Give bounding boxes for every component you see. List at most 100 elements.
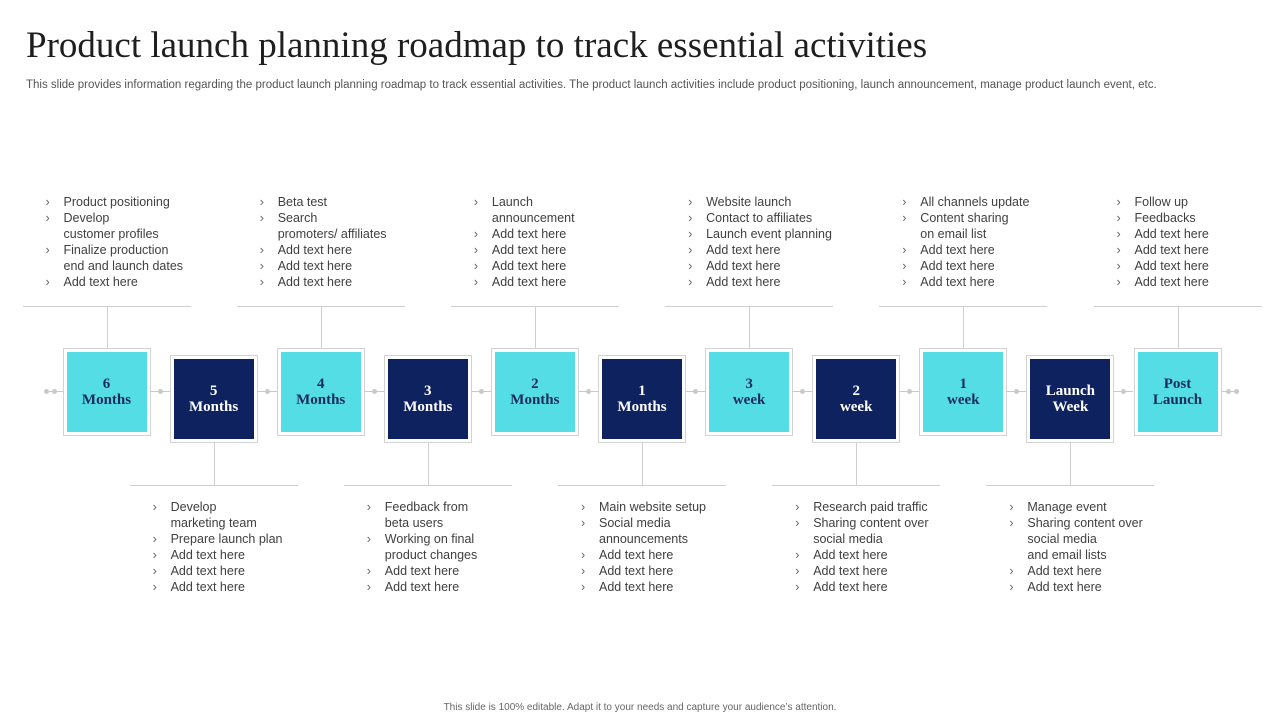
activity-list: Research paid trafficSharing content ove… [795,499,960,595]
activity-item: Add text here [474,226,639,242]
activity-item: Add text here [688,242,853,258]
stage-label: Post Launch [1137,352,1218,432]
activity-item: All channels update [902,194,1067,210]
stage-box: 1 Months [598,355,686,443]
timeline-dot [371,389,377,394]
stage-box: 2 week [812,355,901,443]
stage-box: 5 Months [169,355,258,443]
timeline-dot [800,389,806,394]
stage-box: Post Launch [1133,348,1222,436]
activity-item: Add text here [1009,563,1174,579]
activity-item: Add text here [1117,258,1280,274]
bracket-line [129,485,298,486]
stage-box: Launch Week [1026,355,1115,443]
stage-label: 3 Months [387,359,468,439]
activity-item: Prepare launch plan [153,531,318,547]
stage-label: 6 Months [66,352,147,432]
timeline-dot [43,389,49,394]
activity-item: Add text here [902,258,1067,274]
timeline-dot [1226,389,1232,394]
connector-line [213,443,215,485]
activity-item: Research paid traffic [795,499,960,515]
stage-label: 1 Months [602,359,682,439]
bracket-line [986,485,1155,486]
activity-item: Add text here [581,579,746,595]
bracket-line [343,485,512,486]
activity-item: Add text here [1117,242,1280,258]
activity-item: Add text here [795,579,960,595]
connector-line [1177,306,1179,348]
stage-box: 3 week [705,348,794,436]
activity-item: Add text here [795,563,960,579]
stage-label: 5 Months [173,359,254,439]
stage-label: 3 week [709,352,790,432]
activity-item: Add text here [153,563,318,579]
activity-item: Contact to affiliates [688,210,853,226]
timeline-dot [51,389,57,394]
connector-line [106,306,108,348]
timeline-dot [264,389,270,394]
connector-line [427,443,429,485]
timeline-dot [478,389,484,394]
activity-item: Follow up [1117,194,1280,210]
activity-item: Feedbacks [1117,210,1280,226]
activity-item: Add text here [902,274,1067,290]
stage-box: 6 Months [62,348,151,436]
activity-item: Add text here [367,563,532,579]
connector-line [749,306,751,348]
timeline-dot [1014,389,1020,394]
connector-line [963,306,965,348]
timeline-dot [1121,389,1127,394]
activity-item: Add text here [902,242,1067,258]
activity-list: Follow upFeedbacksAdd text hereAdd text … [1117,194,1280,290]
stage-label: Launch Week [1030,359,1111,439]
activity-item: Add text here [46,274,211,290]
activity-item: Add text here [260,258,425,274]
activity-item: Add text here [474,242,639,258]
activity-item: Add text here [1009,579,1174,595]
activity-item: Beta test [260,194,425,210]
activity-item: Product positioning [46,194,211,210]
activity-list: LaunchannouncementAdd text hereAdd text … [474,194,639,290]
bracket-line [772,485,941,486]
stage-box: 3 Months [383,355,472,443]
timeline-dot [693,389,699,394]
stage-box: 2 Months [490,348,579,436]
activity-item: Add text here [1117,226,1280,242]
activity-item: Add text here [688,274,853,290]
activity-item: Add text here [1117,274,1280,290]
activity-list: Beta testSearchpromoters/ affiliatesAdd … [260,194,425,290]
activity-item: Add text here [581,547,746,563]
connector-line [1070,443,1072,485]
connector-line [642,443,643,485]
activity-item: Add text here [367,579,532,595]
activity-item: Website launch [688,194,853,210]
activity-item: Add text here [260,242,425,258]
bracket-line [558,485,726,486]
activity-item: Add text here [474,274,639,290]
connector-line [856,443,858,485]
connector-line [320,306,322,348]
activity-item: Manage event [1009,499,1174,515]
activity-item: Add text here [795,547,960,563]
footer-note: This slide is 100% editable. Adapt it to… [443,702,837,713]
activity-item: Add text here [153,547,318,563]
activity-list: Website launchContact to affiliatesLaunc… [688,194,853,290]
activity-item: Add text here [153,579,318,595]
timeline-dot [585,389,591,394]
